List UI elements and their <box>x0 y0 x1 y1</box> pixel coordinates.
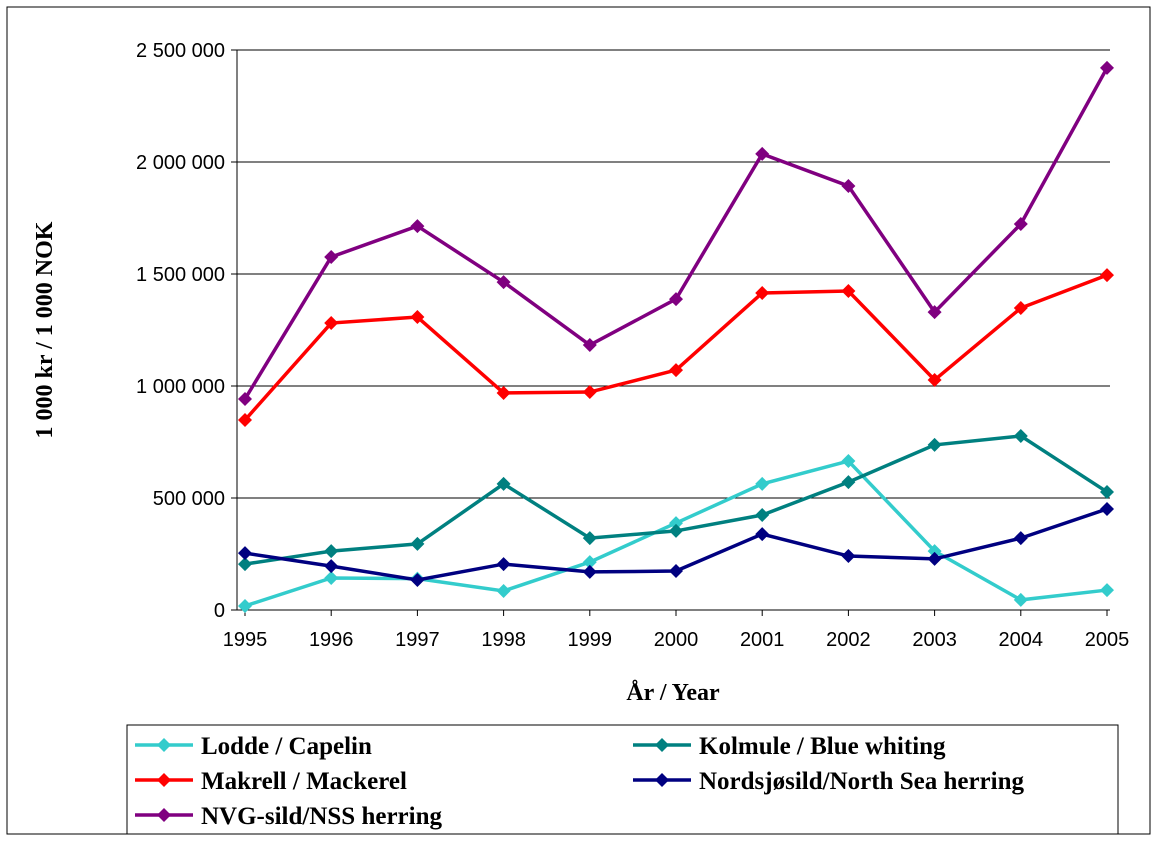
data-point <box>927 305 942 320</box>
data-point <box>582 385 597 400</box>
data-point <box>1013 592 1028 607</box>
x-axis-title: År / Year <box>626 680 720 706</box>
data-point <box>755 476 770 491</box>
x-tick-label: 2004 <box>999 629 1044 651</box>
data-point <box>927 544 942 559</box>
data-point <box>1013 531 1028 546</box>
x-tick-label: 2001 <box>740 629 785 651</box>
legend-label: Kolmule / Blue whiting <box>699 733 946 760</box>
data-point <box>669 564 683 579</box>
data-point <box>496 476 511 491</box>
data-point <box>927 372 942 387</box>
data-point <box>410 572 425 587</box>
data-point <box>238 413 252 428</box>
data-point <box>1013 301 1028 316</box>
legend-marker <box>157 808 171 822</box>
x-tick-label: 1998 <box>481 629 526 651</box>
x-tick-label: 1997 <box>395 629 440 651</box>
legend-marker <box>655 738 669 752</box>
legend-marker <box>157 738 171 752</box>
data-point <box>841 284 856 299</box>
data-point <box>1100 60 1114 75</box>
data-point <box>669 523 683 538</box>
data-point <box>238 557 252 572</box>
data-point <box>238 598 252 613</box>
data-point <box>927 551 942 566</box>
x-tick-label: 2003 <box>912 629 957 651</box>
data-point <box>1100 501 1114 516</box>
x-tick-label: 2000 <box>654 629 699 651</box>
legend-label: Makrell / Mackerel <box>201 768 407 795</box>
data-point <box>841 549 856 564</box>
data-point <box>1013 217 1028 232</box>
data-point <box>324 570 339 585</box>
data-point <box>496 583 511 598</box>
x-tick-label: 2005 <box>1085 629 1130 651</box>
y-tick-label: 1 500 000 <box>136 264 225 286</box>
data-point <box>1013 428 1028 443</box>
data-point <box>410 310 425 325</box>
legend-box <box>126 724 1119 835</box>
data-point <box>1100 268 1114 283</box>
data-point <box>755 286 770 301</box>
chart-border <box>6 6 1151 835</box>
x-tick-label: 1996 <box>309 629 354 651</box>
data-point <box>410 219 425 234</box>
data-point <box>582 555 597 570</box>
x-tick-label: 2002 <box>826 629 871 651</box>
y-tick-label: 500 000 <box>153 488 225 510</box>
y-axis-title: 1 000 kr / 1 000 NOK <box>32 221 58 438</box>
data-point <box>582 564 597 579</box>
data-point <box>582 338 597 353</box>
legend-marker <box>157 773 171 787</box>
legend-label: Lodde / Capelin <box>201 733 372 760</box>
series-line <box>243 67 1109 400</box>
data-point <box>1100 583 1114 598</box>
data-point <box>582 531 597 546</box>
data-point <box>324 316 339 331</box>
legend-marker <box>655 773 669 787</box>
y-tick-label: 2 500 000 <box>136 40 225 62</box>
data-point <box>927 437 942 452</box>
x-tick-label: 1999 <box>568 629 613 651</box>
data-point <box>755 508 770 523</box>
data-point <box>496 275 511 290</box>
data-point <box>496 385 511 400</box>
data-point <box>841 178 856 193</box>
data-point <box>238 391 252 406</box>
data-point <box>324 249 339 264</box>
data-point <box>841 475 856 490</box>
data-point <box>841 454 856 469</box>
legend-label: Nordsjøsild/North Sea herring <box>699 768 1025 795</box>
data-point <box>669 363 683 378</box>
y-tick-label: 2 000 000 <box>136 152 225 174</box>
data-point <box>669 292 683 307</box>
data-point <box>1100 484 1114 499</box>
data-point <box>496 557 511 572</box>
data-point <box>755 146 770 161</box>
data-point <box>238 546 252 561</box>
x-tick-label: 1995 <box>223 629 268 651</box>
data-point <box>324 544 339 559</box>
data-point <box>410 536 425 551</box>
data-point <box>669 516 683 531</box>
series-line <box>244 434 1108 566</box>
y-tick-label: 1 000 000 <box>136 376 225 398</box>
legend-label: NVG-sild/NSS herring <box>201 803 443 830</box>
data-point <box>324 559 339 574</box>
data-point <box>755 527 770 542</box>
y-tick-label: 0 <box>214 600 225 622</box>
